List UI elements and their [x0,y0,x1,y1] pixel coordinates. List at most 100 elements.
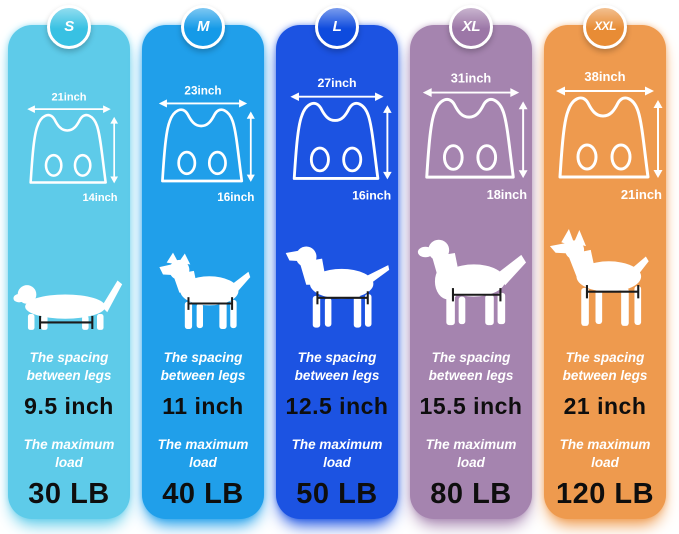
spacing-label-line2: between legs [160,367,246,383]
golden-retriever-dog-icon [417,239,527,326]
dachshund-dog-icon [13,280,123,331]
load-label-line1: The maximum [559,437,651,453]
spacing-label-line2: between legs [26,367,112,383]
height-arrow-icon [246,111,255,182]
spacing-label: The spacing between legs [27,349,112,384]
height-arrow-icon [653,100,663,178]
size-column-xl: XL 31inch 18inch [410,5,532,519]
spacing-label-line1: The spacing [431,350,511,365]
harness-leg-hole [73,154,92,178]
harness-width-label: 21inch [51,92,86,104]
size-column-xxl: XXL 38inch 21inch [544,5,666,519]
harness-height-label: 14inch [82,192,117,204]
size-badge-m: M [181,5,225,49]
harness-measurement-icon: 38inch 21inch [556,69,663,202]
height-arrow-icon [383,105,392,180]
spacing-label-line1: The spacing [297,350,377,365]
size-column-m: M 23inch 16inch [142,5,264,519]
load-label-line2: load [189,454,217,470]
harness-width-label: 23inch [184,84,221,97]
harness-leg-hole [442,144,464,172]
load-label: The maximum load [24,436,115,471]
harness-diagram: 21inch 14inch [8,37,130,215]
harness-diagram: 38inch 21inch [544,37,666,215]
load-label-line2: load [457,454,485,470]
harness-outline [29,113,107,184]
size-badge-label: M [197,17,210,35]
leg-spacing-measure-line [187,297,234,311]
harness-outline [558,96,650,179]
load-label: The maximum load [426,436,517,471]
dog-area [142,215,264,333]
harness-height-label: 18inch [487,187,527,202]
load-value: 80 LB [430,478,512,511]
load-label-line1: The maximum [291,437,383,453]
spacing-label: The spacing between legs [295,349,380,384]
dog-area [410,215,532,333]
spacing-label-line2: between legs [562,367,648,383]
harness-height-label: 16inch [217,191,254,204]
harness-outline [292,102,380,181]
width-arrow-icon [290,92,384,102]
harness-diagram: 31inch 18inch [410,37,532,215]
doberman-dog-icon [549,228,649,326]
harness-outline [161,108,244,183]
spacing-value: 9.5 inch [24,393,114,420]
width-arrow-icon [422,88,520,98]
harness-leg-hole [576,143,598,171]
spacing-label-line1: The spacing [163,350,243,365]
dog-area [276,215,398,333]
spacing-label-line1: The spacing [29,350,109,365]
leg-spacing-measure-line [451,288,502,302]
size-badge-label: XXL [594,19,616,33]
harness-measurement-icon: 21inch 14inch [27,92,119,204]
load-label: The maximum load [560,436,651,471]
load-label-line1: The maximum [157,437,249,453]
harness-leg-hole [342,147,363,173]
dog-area [544,215,666,333]
load-value: 30 LB [28,478,110,511]
spacing-value: 12.5 inch [285,393,389,420]
harness-leg-hole [476,144,498,172]
spacing-label: The spacing between legs [161,349,246,384]
harness-leg-hole [309,147,330,173]
spacing-value: 21 inch [563,393,647,420]
harness-outline [425,98,515,180]
harness-diagram: 27inch 16inch [276,37,398,215]
load-label: The maximum load [292,436,383,471]
harness-height-label: 21inch [621,187,662,202]
size-badge-label: XL [461,17,481,35]
spacing-label-line2: between legs [294,367,380,383]
husky-dog-icon [159,253,251,330]
load-value: 50 LB [296,478,378,511]
size-badge-l: L [315,5,359,49]
load-label-line2: load [323,454,351,470]
size-column-l: L 27inch 16inch [276,5,398,519]
load-label-line1: The maximum [23,437,115,453]
leg-spacing-measure-line [316,291,369,305]
size-badge-s: S [47,5,91,49]
leg-spacing-measure-line [585,284,640,298]
harness-width-label: 27inch [317,77,356,91]
spacing-label: The spacing between legs [563,349,648,384]
harness-measurement-icon: 27inch 16inch [290,77,392,203]
height-arrow-icon [518,101,528,179]
load-label-line1: The maximum [425,437,517,453]
size-badge-label: S [64,17,74,35]
harness-measurement-icon: 23inch 16inch [158,84,255,204]
spacing-label: The spacing between legs [429,349,514,384]
harness-diagram: 23inch 16inch [142,37,264,215]
harness-leg-hole [177,150,197,175]
size-badge-xl: XL [449,5,493,49]
dog-area [8,215,130,333]
width-arrow-icon [556,86,654,96]
load-label: The maximum load [158,436,249,471]
harness-leg-hole [610,143,632,171]
load-label-line2: load [591,454,619,470]
harness-leg-hole [207,150,227,175]
width-arrow-icon [158,99,248,108]
harness-width-label: 38inch [584,69,625,84]
leg-spacing-measure-line [39,316,94,330]
spacing-label-line1: The spacing [565,350,645,365]
